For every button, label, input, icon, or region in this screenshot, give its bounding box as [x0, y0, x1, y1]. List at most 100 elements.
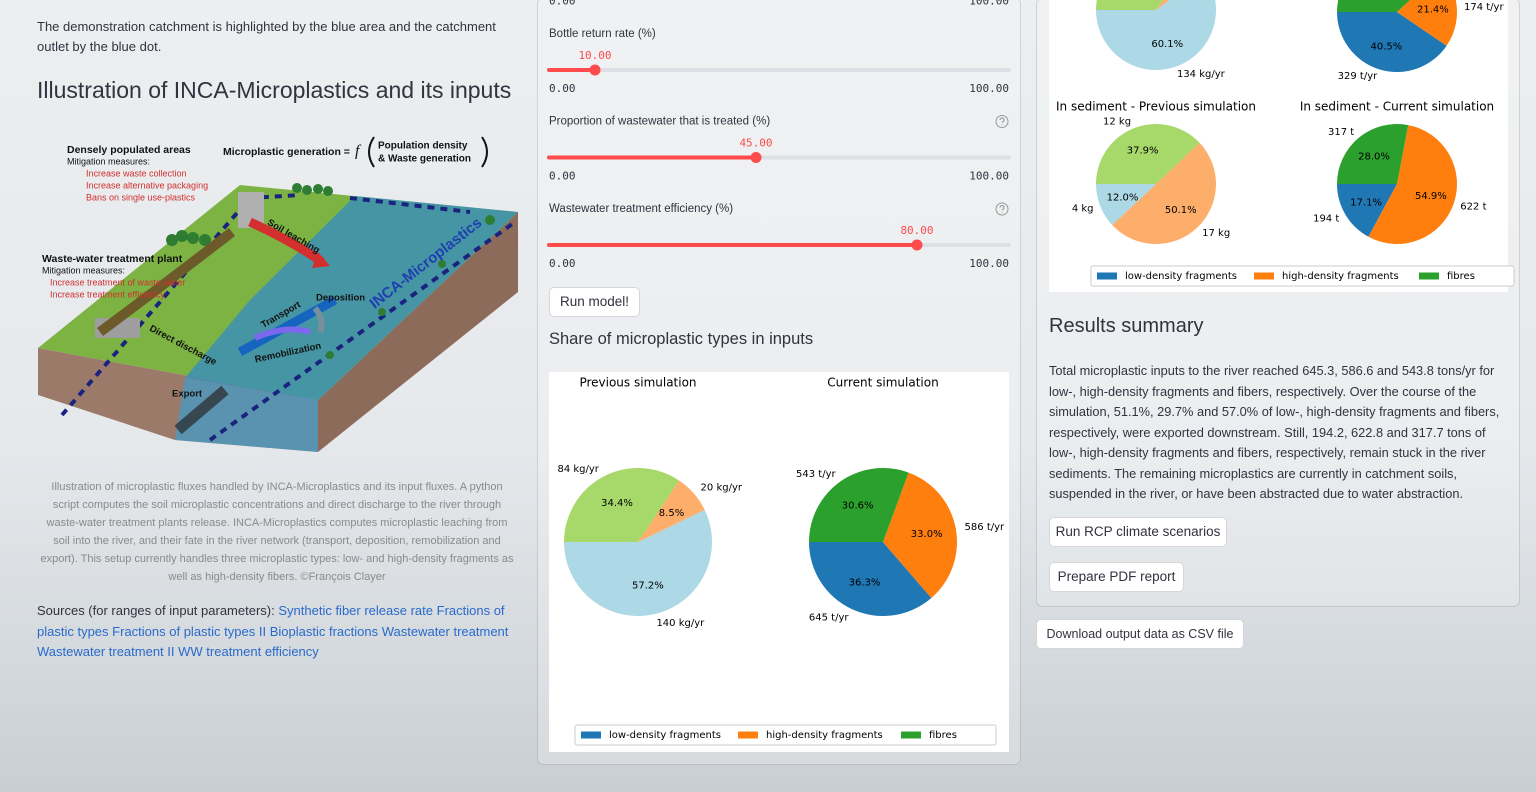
pie-slice [1337, 0, 1410, 12]
pie-amount: 543 t/yr [796, 469, 836, 480]
diagram-label: f [355, 143, 362, 160]
diagram: Densely populated areas Mitigation measu… [38, 136, 518, 452]
source-link[interactable]: Wastewater treatment [381, 623, 509, 639]
pie-amount: 17 kg [1202, 228, 1230, 239]
source-link[interactable]: Fractions of plastic types II [112, 623, 267, 639]
pie-slice [809, 542, 932, 616]
legend-label: high-density fragments [1282, 271, 1399, 282]
help-circle [995, 115, 1009, 128]
pie-slice [1337, 184, 1397, 237]
diagram-label: Bans on single use-plastics [86, 192, 196, 202]
slider-label: Wastewater treatment efficiency (%) [549, 203, 733, 215]
source-link[interactable]: Wastewater treatment II [37, 644, 175, 659]
legend-swatch [1097, 272, 1117, 280]
slider-min: 0.00 [549, 257, 576, 270]
pie-percent: 21.4% [1417, 4, 1449, 15]
pie-percent: 57.2% [632, 580, 664, 591]
pie-slice [1337, 124, 1409, 184]
pie-percent: 33.0% [911, 529, 943, 540]
caption: Illustration of microplastic fluxes hand… [40, 481, 514, 583]
pdf-button[interactable]: Prepare PDF report [1049, 562, 1184, 592]
diagram-label: Increase treatment efficiency [50, 289, 165, 299]
pie-title: In sediment - Current simulation [1300, 100, 1494, 114]
diagram-label: Increase treatment of waste water [50, 277, 186, 287]
legend-swatch [1419, 272, 1439, 280]
arrow-deposition [312, 306, 325, 334]
pie-percent: 30.6% [842, 501, 874, 512]
pie-slice [809, 468, 909, 542]
legend-swatch [901, 731, 921, 739]
pie-amount: 20 kg/yr [701, 483, 743, 494]
diagram-label: Deposition [316, 293, 365, 304]
arrow-export [174, 385, 229, 435]
source-link[interactable]: WW treatment efficiency [178, 644, 319, 659]
diagram-label: Microplastic generation = [223, 146, 350, 158]
pie-amount: 140 kg/yr [656, 618, 705, 629]
sources-label: Sources (for ranges of input parameters)… [37, 603, 275, 618]
pie-percent: 60.1% [1151, 39, 1183, 50]
help-glyph [999, 205, 1005, 213]
pie-percent: 12.0% [1107, 192, 1139, 203]
trees [166, 183, 495, 359]
pie-percent: 36.3% [849, 577, 881, 588]
summary: Total microplastic inputs to the river r… [1049, 363, 1500, 501]
pie-slice [564, 509, 712, 616]
pie-percent: 28.0% [1358, 151, 1390, 162]
pie-slice [1096, 0, 1216, 70]
catchment-border [208, 220, 517, 442]
pie-amount: 4 kg [1072, 204, 1094, 215]
pie-title: In sediment - Previous simulation [1056, 100, 1256, 114]
slider-label: Proportion of wastewater that is treated… [549, 116, 770, 128]
diagram-label: Population density [378, 141, 468, 152]
diagram-label: Mitigation measures: [42, 265, 125, 275]
slider-thumb [911, 239, 923, 251]
diagram-label: Mitigation measures: [67, 156, 150, 166]
slider-thumb [589, 64, 601, 76]
slider-min: 0.00 [549, 82, 576, 95]
help-icon [995, 115, 1009, 128]
pie-slice [1368, 125, 1457, 244]
pie-percent: 34.4% [601, 498, 633, 509]
pie-amount: 317 t [1328, 127, 1354, 138]
pie-amount: 329 t/yr [1338, 71, 1378, 82]
pie-percent: 8.5% [659, 508, 684, 519]
pie-percent: 40.5% [1371, 41, 1403, 52]
pie-amount: 194 t [1313, 213, 1339, 224]
diagram-label: Densely populated areas [67, 144, 191, 156]
source-link[interactable]: Synthetic fiber release rate [278, 603, 433, 618]
pie-percent: 50.1% [1165, 205, 1197, 216]
pie-amount: 586 t/yr [965, 522, 1005, 533]
diagram-label: Export [172, 389, 203, 400]
pie-slice [883, 472, 957, 599]
legend-box [1090, 265, 1515, 287]
pie-slice [1096, 0, 1164, 10]
pie-slice [1156, 0, 1170, 10]
paren [481, 136, 488, 168]
slider-max: 100.00 [969, 0, 1009, 8]
slider-max: 100.00 [969, 82, 1009, 95]
run-button[interactable]: Run model! [549, 287, 640, 317]
pie-title: Current simulation [827, 376, 938, 390]
legend-box [574, 724, 997, 746]
pie-amount: 622 t [1460, 202, 1486, 213]
download-button[interactable]: Download output data as CSV file [1036, 619, 1244, 649]
pie-slice [1397, 0, 1457, 46]
block-side [318, 212, 518, 452]
slider-label: Bottle return rate (%) [549, 28, 656, 40]
help-icon [995, 202, 1009, 216]
pie-amount: 174 t/yr [1464, 2, 1504, 13]
pie-slice [564, 468, 680, 542]
rcp-button[interactable]: Run RCP climate scenarios [1049, 517, 1227, 547]
pie-slice [1096, 123, 1200, 184]
slider-value: 10.00 [578, 49, 611, 62]
legend-swatch [738, 731, 758, 739]
pie-percent: 54.9% [1415, 191, 1447, 202]
pie-amount: 645 t/yr [809, 612, 849, 623]
source-link[interactable]: Bioplastic fractions [269, 623, 379, 639]
diagram-label: Waste-water treatment plant [42, 253, 183, 265]
river [185, 196, 518, 400]
source-link[interactable]: Fractions of plastic types [37, 603, 505, 639]
pie-percent: 17.1% [1350, 197, 1382, 208]
